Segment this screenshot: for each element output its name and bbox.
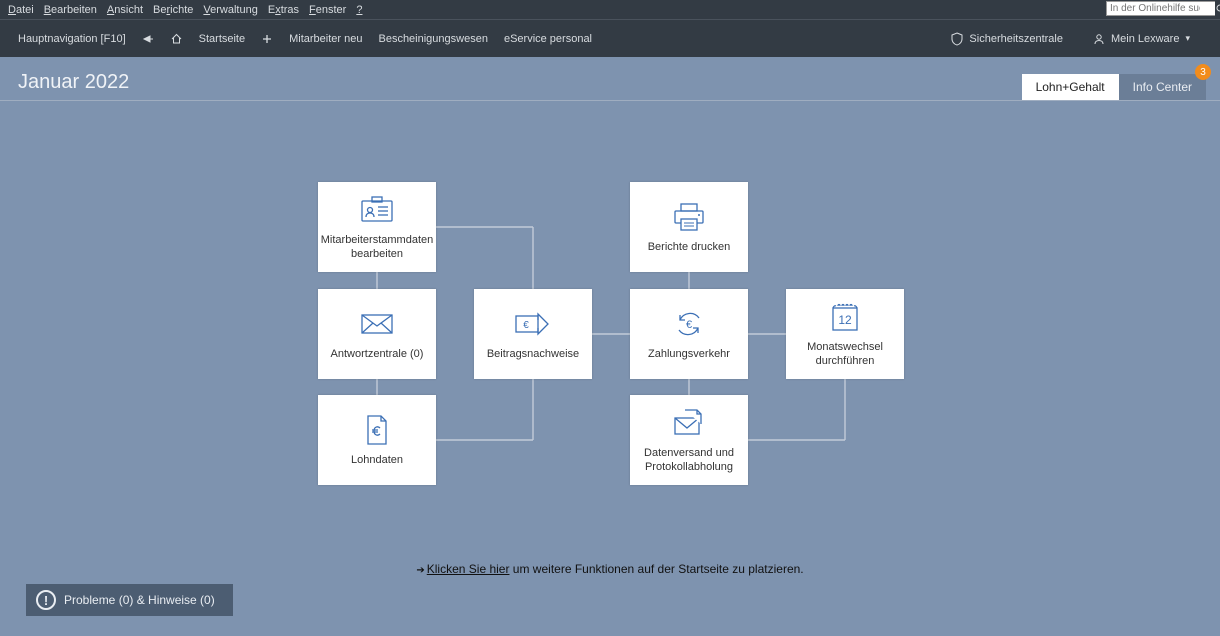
svg-text:€: € [686, 319, 692, 331]
shield-icon [951, 32, 963, 46]
home-button[interactable] [170, 32, 183, 45]
menu-datei[interactable]: Datei [8, 4, 34, 16]
envelope-icon [360, 306, 394, 342]
tile-label: Datenversand und Protokollabholung [636, 447, 742, 475]
hint-rest: um weitere Funktionen auf der Startseite… [509, 562, 803, 576]
connector-lines [0, 110, 1220, 530]
link-eservice[interactable]: eService personal [504, 33, 592, 45]
tile-label: Berichte drucken [648, 241, 731, 255]
svg-text:12: 12 [838, 313, 852, 327]
account-menu[interactable]: Mein Lexware [1093, 33, 1190, 45]
tile-label: Antwortzentrale (0) [331, 348, 424, 362]
user-icon [1093, 33, 1105, 45]
security-center-button[interactable]: Sicherheitszentrale [951, 32, 1063, 46]
page-divider [0, 100, 1220, 101]
svg-text:€: € [523, 320, 529, 331]
menu-extras[interactable]: Extras [268, 4, 299, 16]
pin-icon[interactable] [142, 33, 154, 45]
tile-datenversand[interactable]: Datenversand und Protokollabholung [630, 395, 748, 485]
menu-bearbeiten[interactable]: Bearbeiten [44, 4, 97, 16]
tile-monat[interactable]: 12 Monatswechsel durchführen [786, 289, 904, 379]
menu-ansicht[interactable]: Ansicht [107, 4, 143, 16]
tile-label: Beitragsnachweise [487, 348, 579, 362]
main-nav-button[interactable]: Hauptnavigation [F10] [18, 33, 126, 45]
toolbar: Hauptnavigation [F10] Startseite Mitarbe… [0, 19, 1220, 57]
tile-berichte[interactable]: Berichte drucken [630, 182, 748, 272]
tile-label: Zahlungsverkehr [648, 348, 730, 362]
arrow-icon: ➔ [416, 565, 424, 576]
plus-icon [261, 33, 273, 45]
tile-label: Monatswechsel durchführen [792, 341, 898, 369]
mail-doc-icon [671, 405, 707, 441]
alert-icon: ! [36, 590, 56, 610]
home-icon [170, 32, 183, 45]
menu-verwaltung[interactable]: Verwaltung [203, 4, 257, 16]
hint-link[interactable]: Klicken Sie hier [427, 562, 510, 576]
menu-berichte[interactable]: Berichte [153, 4, 193, 16]
pay-arrow-icon: € [513, 306, 553, 342]
tile-zahlung[interactable]: € Zahlungsverkehr [630, 289, 748, 379]
help-search[interactable] [1106, 1, 1216, 16]
search-icon[interactable] [1215, 1, 1220, 16]
add-employee-button[interactable] [261, 33, 273, 45]
doc-euro-icon [364, 412, 390, 448]
tile-label: Lohndaten [351, 454, 403, 468]
tab-info-center[interactable]: Info Center 3 [1119, 74, 1206, 100]
idcard-icon [360, 192, 394, 228]
workflow-canvas: Mitarbeiterstammdaten bearbeiten Antwortz… [0, 110, 1220, 636]
help-search-input[interactable] [1110, 3, 1200, 14]
tile-antwort[interactable]: Antwortzentrale (0) [318, 289, 436, 379]
page-title: Januar 2022 [18, 71, 129, 94]
nav-label: Hauptnavigation [F10] [18, 33, 126, 45]
tab-lohn-gehalt[interactable]: Lohn+Gehalt [1022, 74, 1119, 100]
cycle-euro-icon: € [672, 306, 706, 342]
add-employee-link[interactable]: Mitarbeiter neu [289, 33, 362, 45]
menu-help[interactable]: ? [356, 4, 362, 16]
view-tabs: Lohn+Gehalt Info Center 3 [1022, 74, 1206, 100]
menubar: Datei Bearbeiten Ansicht Berichte Verwal… [0, 0, 1220, 19]
tile-label: Mitarbeiterstammdaten bearbeiten [321, 234, 434, 262]
link-bescheinigung[interactable]: Bescheinigungswesen [378, 33, 487, 45]
menu-fenster[interactable]: Fenster [309, 4, 346, 16]
tile-beitrag[interactable]: € Beitragsnachweise [474, 289, 592, 379]
tile-lohndaten[interactable]: Lohndaten [318, 395, 436, 485]
printer-icon [672, 199, 706, 235]
home-link[interactable]: Startseite [199, 33, 245, 45]
tile-stammdaten[interactable]: Mitarbeiterstammdaten bearbeiten [318, 182, 436, 272]
calendar-icon: 12 [829, 299, 861, 335]
info-center-badge: 3 [1195, 64, 1211, 80]
status-bar[interactable]: ! Probleme (0) & Hinweise (0) [26, 584, 233, 616]
status-text: Probleme (0) & Hinweise (0) [64, 593, 215, 607]
hint-row: ➔Klicken Sie hier um weitere Funktionen … [0, 562, 1220, 576]
